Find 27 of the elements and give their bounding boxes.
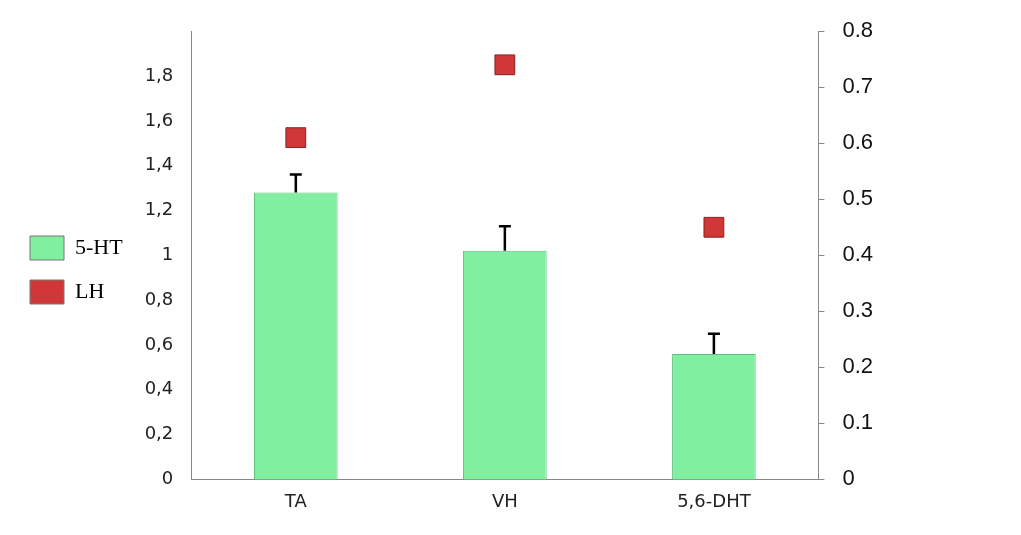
y-tick-label: 0 [161, 467, 174, 489]
y-tick-label: 1,8 [144, 63, 174, 85]
x-tick-label: VH [491, 489, 518, 511]
legend-label: LH [75, 277, 105, 303]
point [494, 54, 516, 76]
y-tick-label: 1,6 [144, 108, 174, 130]
y2-tick-label: 0 [842, 465, 855, 491]
point [285, 127, 307, 149]
y2-tick-label: 0.4 [842, 241, 874, 267]
y2-tick-label: 0.3 [842, 297, 874, 323]
y-tick-label: 1,2 [144, 198, 174, 220]
y-tick-label: 0,8 [144, 287, 174, 309]
x-tick-label: TA [283, 489, 308, 511]
y-tick-label: 0,4 [144, 377, 174, 399]
x-tick-label: 5,6-DHT [677, 489, 752, 511]
y2-tick-label: 0.7 [842, 73, 874, 99]
y2-tick-label: 0.8 [842, 17, 874, 43]
y-tick-label: 1,4 [144, 153, 174, 175]
point [703, 216, 725, 238]
y-tick-label: 0,6 [144, 332, 174, 354]
y2-tick-label: 0.5 [842, 185, 874, 211]
y2-tick-label: 0.2 [842, 353, 874, 379]
y2-tick-label: 0.1 [842, 409, 874, 435]
y-tick-label: 1 [161, 242, 174, 264]
y-tick-label: 0,2 [144, 422, 174, 444]
y2-tick-label: 0.6 [842, 129, 874, 155]
legend-label: 5-HT [75, 233, 124, 259]
